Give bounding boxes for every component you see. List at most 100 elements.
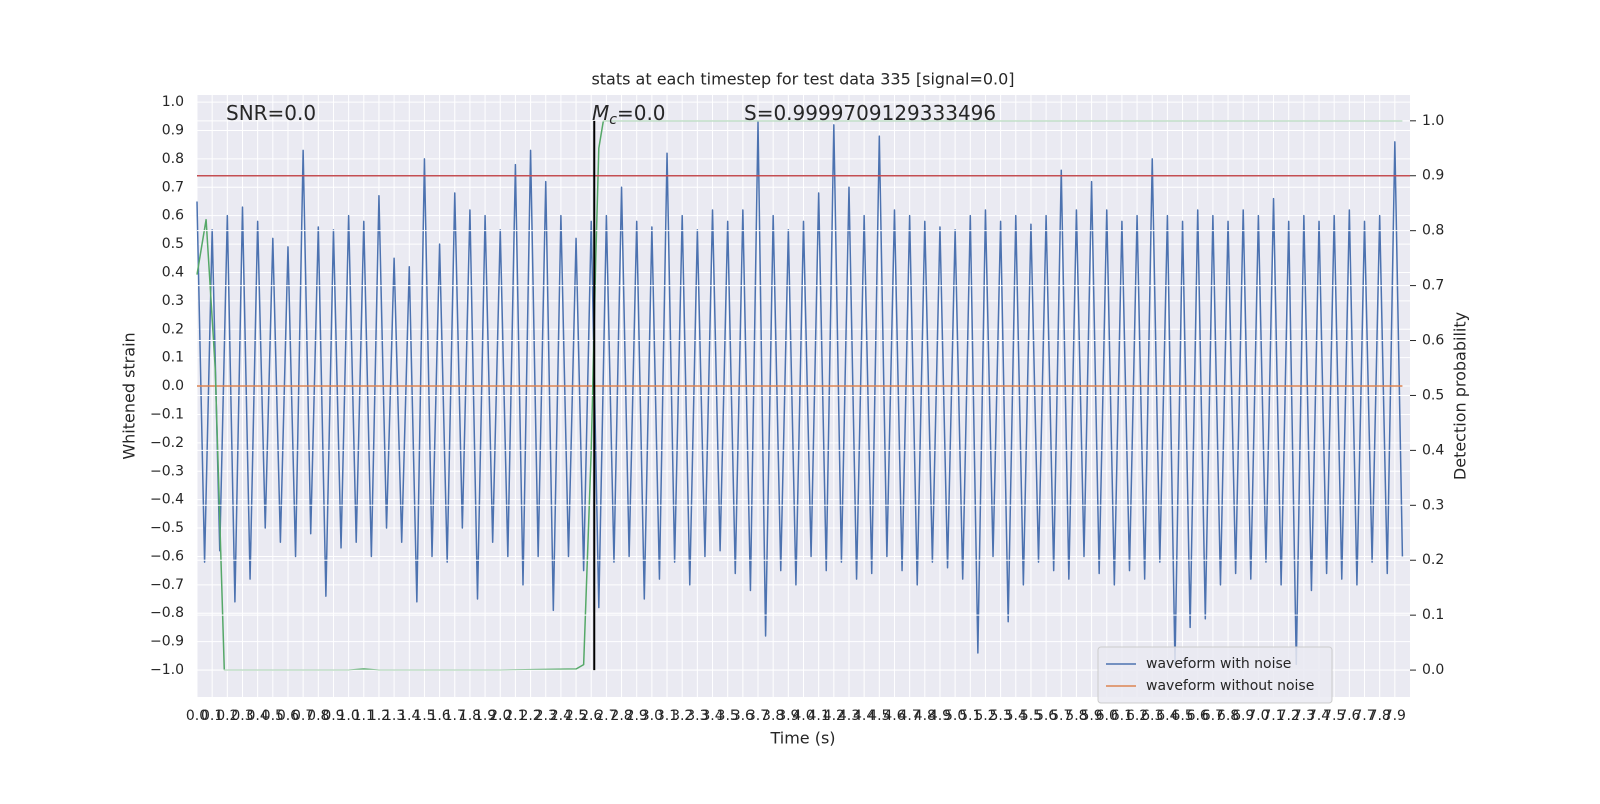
x-tick-label: 1.2 xyxy=(368,708,390,724)
x-tick-label: 7.4 xyxy=(1308,708,1330,724)
annotation-text: SNR=0.0 xyxy=(226,101,316,125)
x-tick-label: 7.9 xyxy=(1384,708,1406,724)
x-tick-label: 6.5 xyxy=(1171,708,1193,724)
y-tick-label: −0.3 xyxy=(150,463,184,479)
x-tick-label: 0.3 xyxy=(231,708,253,724)
annotation-subscript: c xyxy=(609,112,617,128)
annotation-text: S=0.9999709129333496 xyxy=(744,101,996,125)
y2-axis-label: Detection probability xyxy=(1451,312,1470,480)
x-tick-label: 0.9 xyxy=(322,708,344,724)
y-tick-label: −1.0 xyxy=(150,662,184,678)
x-tick-label: 7.8 xyxy=(1369,708,1391,724)
x-tick-label: 5.1 xyxy=(959,708,981,724)
x-tick-label: 4.3 xyxy=(838,708,860,724)
x-tick-label: 6.1 xyxy=(1111,708,1133,724)
x-tick-label: 4.2 xyxy=(823,708,845,724)
y-tick-label: 0.1 xyxy=(162,350,184,366)
y2-tick-label: 0.9 xyxy=(1422,168,1444,184)
y-tick-label: −0.8 xyxy=(150,605,184,621)
y-tick-label: −0.4 xyxy=(150,492,184,508)
x-tick-label: 2.1 xyxy=(504,708,526,724)
x-tick-label: 4.1 xyxy=(808,708,830,724)
legend-label: waveform without noise xyxy=(1146,678,1314,694)
y-tick-label: 0.0 xyxy=(162,378,184,394)
legend-box xyxy=(1097,646,1333,704)
x-tick-label: 0.5 xyxy=(262,708,284,724)
x-tick-label: 3.3 xyxy=(686,708,708,724)
annotation-symbol: M xyxy=(592,101,609,125)
y-tick-label: 1.0 xyxy=(162,94,184,110)
x-tick-label: 7.7 xyxy=(1353,708,1375,724)
marks xyxy=(196,120,1410,671)
x-tick-label: 0.7 xyxy=(292,708,314,724)
y-tick-label: 0.8 xyxy=(162,151,184,167)
y-tick-label: −0.1 xyxy=(150,406,184,422)
y-tick-label: 0.9 xyxy=(162,122,184,138)
x-tick-label: 0.4 xyxy=(247,708,269,724)
x-tick-label: 4.7 xyxy=(899,708,921,724)
annotation: SNR=0.0 xyxy=(226,101,316,125)
y2-tick-label: 0.2 xyxy=(1422,552,1444,568)
x-tick-label: 3.0 xyxy=(641,708,663,724)
y-tick-label: −0.9 xyxy=(150,634,184,650)
x-tick-label: 3.2 xyxy=(671,708,693,724)
x-tick-label: 0.0 xyxy=(186,708,208,724)
x-tick-label: 2.3 xyxy=(535,708,557,724)
x-tick-label: 0.1 xyxy=(201,708,223,724)
x-tick-label: 6.6 xyxy=(1187,708,1209,724)
x-tick-label: 1.0 xyxy=(337,708,359,724)
x-tick-label: 3.9 xyxy=(777,708,799,724)
x-tick-label: 1.7 xyxy=(444,708,466,724)
y-tick-label: −0.6 xyxy=(150,548,184,564)
x-tick-label: 2.7 xyxy=(595,708,617,724)
y-tick-label: 0.5 xyxy=(162,236,184,252)
x-tick-label: 0.8 xyxy=(307,708,329,724)
x-tick-label: 1.6 xyxy=(428,708,450,724)
y2-tick-label: 0.4 xyxy=(1422,442,1444,458)
y-tick-label: 0.4 xyxy=(162,264,184,280)
x-tick-label: 6.4 xyxy=(1156,708,1178,724)
x-tick-label: 7.5 xyxy=(1323,708,1345,724)
x-tick-label: 6.2 xyxy=(1126,708,1148,724)
x-tick-label: 7.2 xyxy=(1278,708,1300,724)
x-tick-label: 3.4 xyxy=(701,708,723,724)
x-tick-label: 4.0 xyxy=(792,708,814,724)
x-tick-label: 1.3 xyxy=(383,708,405,724)
y2-tick-label: 0.7 xyxy=(1422,278,1444,294)
annotation-text: =0.0 xyxy=(617,101,666,125)
x-tick-label: 2.6 xyxy=(580,708,602,724)
x-tick-label: 4.6 xyxy=(883,708,905,724)
chart-title: stats at each timestep for test data 335… xyxy=(591,70,1014,89)
series-line xyxy=(196,121,1404,666)
x-tick-label: 5.3 xyxy=(989,708,1011,724)
x-tick-label: 3.8 xyxy=(762,708,784,724)
x-tick-label: 2.9 xyxy=(626,708,648,724)
x-tick-label: 1.5 xyxy=(413,708,435,724)
x-tick-label: 2.0 xyxy=(489,708,511,724)
y-tick-label: −0.7 xyxy=(150,577,184,593)
labels: 0.00.10.20.30.40.50.60.70.80.91.01.11.21… xyxy=(150,94,1444,724)
annotation: Mc=0.0 xyxy=(592,101,666,129)
annotation: S=0.9999709129333496 xyxy=(744,101,996,125)
x-tick-label: 4.5 xyxy=(868,708,890,724)
x-tick-label: 5.4 xyxy=(1005,708,1027,724)
x-tick-label: 2.8 xyxy=(610,708,632,724)
x-tick-label: 3.1 xyxy=(656,708,678,724)
x-tick-label: 6.8 xyxy=(1217,708,1239,724)
x-tick-label: 6.0 xyxy=(1096,708,1118,724)
x-tick-label: 7.1 xyxy=(1262,708,1284,724)
y-tick-label: −0.2 xyxy=(150,435,184,451)
y2-tick-label: 0.1 xyxy=(1422,607,1444,623)
x-tick-label: 5.5 xyxy=(1020,708,1042,724)
y-axis-label: Whitened strain xyxy=(120,332,139,459)
x-tick-label: 4.9 xyxy=(929,708,951,724)
grid xyxy=(196,95,1410,697)
x-tick-label: 3.7 xyxy=(747,708,769,724)
x-tick-label: 5.8 xyxy=(1065,708,1087,724)
x-tick-label: 3.5 xyxy=(717,708,739,724)
x-tick-label: 0.2 xyxy=(216,708,238,724)
x-tick-label: 2.2 xyxy=(519,708,541,724)
x-tick-label: 0.6 xyxy=(277,708,299,724)
x-tick-label: 5.6 xyxy=(1035,708,1057,724)
